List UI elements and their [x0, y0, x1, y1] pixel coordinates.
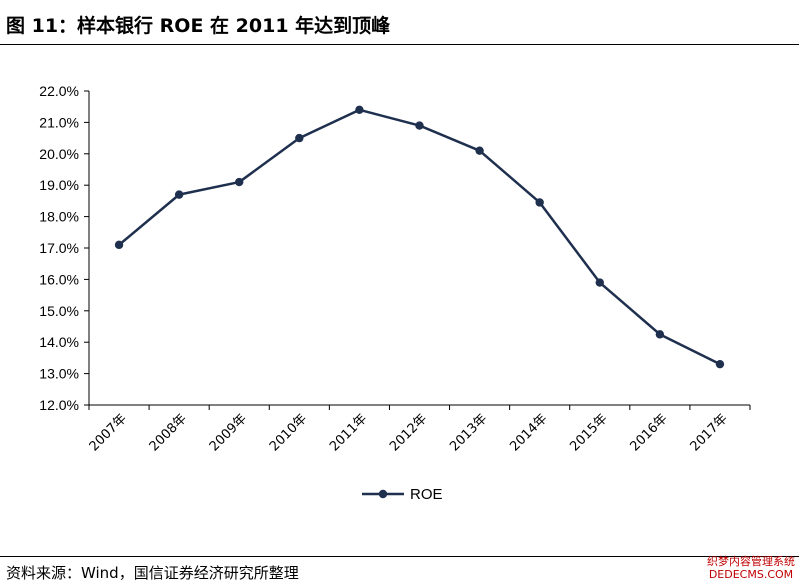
watermark-logo: 织梦内容管理系统 DEDECMS.COM	[707, 555, 795, 581]
x-tick-label: 2011年	[327, 411, 370, 454]
x-tick-label: 2008年	[147, 411, 190, 454]
data-point	[114, 240, 124, 250]
x-tick-label: 2013年	[447, 411, 490, 454]
y-tick-label: 20.0%	[39, 146, 79, 162]
legend-label: ROE	[410, 486, 443, 503]
data-point	[235, 177, 244, 187]
x-tick-label: 2010年	[267, 411, 310, 454]
watermark-line-2: DEDECMS.COM	[708, 568, 794, 581]
x-tick-label: 2015年	[567, 411, 610, 454]
data-point	[355, 105, 364, 115]
x-tick-label: 2014年	[507, 411, 550, 454]
data-point	[174, 190, 184, 199]
x-tick-label: 2012年	[387, 411, 430, 454]
x-tick-label: 2016年	[627, 411, 670, 454]
source-note: 资料来源：Wind，国信证券经济研究所整理	[6, 564, 299, 582]
y-tick-label: 19.0%	[39, 177, 79, 193]
y-tick-label: 14.0%	[39, 334, 79, 350]
y-tick-label: 13.0%	[39, 366, 79, 382]
y-tick-label: 18.0%	[39, 209, 79, 225]
title-divider	[0, 44, 799, 45]
figure-title: 图 11：样本银行 ROE 在 2011 年达到顶峰	[6, 15, 391, 37]
x-tick-label: 2017年	[688, 411, 731, 454]
data-point	[715, 359, 725, 369]
data-point	[415, 121, 424, 130]
y-tick-label: 16.0%	[39, 271, 79, 287]
data-point	[475, 146, 484, 155]
x-tick-label: 2007年	[87, 411, 130, 454]
watermark-line-1: 织梦内容管理系统	[707, 555, 795, 568]
data-point	[655, 330, 665, 339]
y-tick-label: 21.0%	[39, 114, 79, 130]
series-line-roe	[118, 108, 721, 366]
y-tick-label: 12.0%	[39, 397, 79, 413]
y-tick-label: 17.0%	[39, 240, 79, 256]
data-point	[595, 278, 604, 287]
y-tick-label: 22.0%	[39, 83, 79, 99]
source-divider	[0, 556, 799, 557]
y-tick-label: 15.0%	[39, 303, 79, 319]
legend-marker	[378, 489, 388, 499]
x-tick-label: 2009年	[207, 411, 250, 454]
data-point	[535, 198, 544, 207]
data-point	[295, 133, 304, 143]
